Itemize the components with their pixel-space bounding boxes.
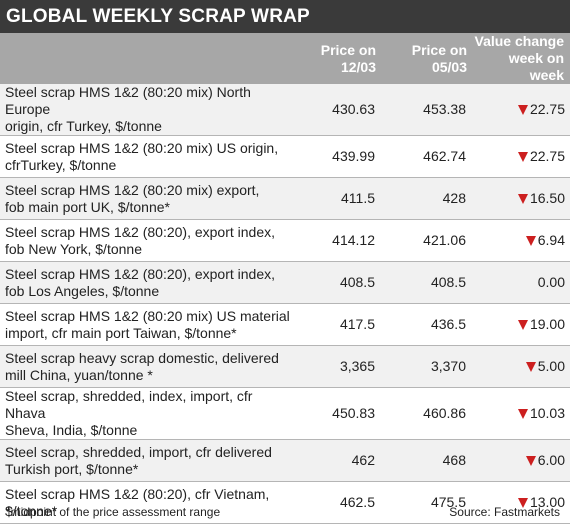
- change-value: 10.03: [529, 405, 565, 421]
- change-value: 0.00: [537, 274, 565, 290]
- row-price-1: 462.5: [296, 481, 382, 524]
- change-value: 13.00: [529, 494, 565, 510]
- row-price-2: 453.38: [382, 84, 473, 136]
- down-triangle-icon: [525, 362, 536, 372]
- table-title: GLOBAL WEEKLY SCRAP WRAP: [0, 0, 570, 33]
- down-triangle-icon: [517, 105, 528, 115]
- table-row: Steel scrap HMS 1&2 (80:20 mix) North Eu…: [0, 84, 570, 136]
- row-description: Steel scrap HMS 1&2 (80:20 mix) US origi…: [0, 135, 296, 178]
- change-value: 16.50: [529, 190, 565, 206]
- header-change: Value change week on week: [473, 33, 570, 84]
- row-description: Steel scrap HMS 1&2 (80:20 mix) North Eu…: [0, 84, 296, 136]
- table-row: Steel scrap, shredded, index, import, cf…: [0, 387, 570, 440]
- footnote: *midpoint of the price assessment range: [6, 505, 221, 519]
- row-price-1: 3,365: [296, 345, 382, 388]
- row-price-1: 408.5: [296, 261, 382, 304]
- table-body: Steel scrap HMS 1&2 (80:20 mix) North Eu…: [0, 84, 570, 524]
- footer: *midpoint of the price assessment range …: [0, 500, 570, 527]
- row-change: 13.00: [473, 481, 570, 524]
- row-change: 6.00: [473, 439, 570, 482]
- down-triangle-icon: [517, 409, 528, 419]
- row-price-2: 462.74: [382, 135, 473, 178]
- row-price-1: 439.99: [296, 135, 382, 178]
- row-description: Steel scrap heavy scrap domestic, delive…: [0, 345, 296, 388]
- row-change: 10.03: [473, 387, 570, 440]
- row-price-1: 411.5: [296, 177, 382, 220]
- row-price-1: 462: [296, 439, 382, 482]
- table-row: Steel scrap, shredded, import, cfr deliv…: [0, 439, 570, 482]
- row-price-1: 414.12: [296, 219, 382, 262]
- row-price-1: 430.63: [296, 84, 382, 136]
- row-description: Steel scrap HMS 1&2 (80:20 mix) US mater…: [0, 303, 296, 346]
- row-price-2: 475.5: [382, 481, 473, 524]
- change-value: 5.00: [537, 358, 565, 374]
- change-value: 19.00: [529, 316, 565, 332]
- row-description: Steel scrap HMS 1&2 (80:20), cfr Vietnam…: [0, 481, 296, 524]
- source-credit: Source: Fastmarkets: [449, 505, 560, 519]
- row-price-2: 428: [382, 177, 473, 220]
- row-change: 19.00: [473, 303, 570, 346]
- row-price-2: 408.5: [382, 261, 473, 304]
- row-description: Steel scrap, shredded, import, cfr deliv…: [0, 439, 296, 482]
- row-price-2: 436.5: [382, 303, 473, 346]
- table-row: Steel scrap heavy scrap domestic, delive…: [0, 345, 570, 388]
- row-description: Steel scrap, shredded, index, import, cf…: [0, 387, 296, 440]
- row-price-2: 3,370: [382, 345, 473, 388]
- change-value: 22.75: [529, 148, 565, 164]
- table-row: Steel scrap HMS 1&2 (80:20), cfr Vietnam…: [0, 481, 570, 524]
- down-triangle-icon: [525, 456, 536, 466]
- header-price-1: Price on 12/03: [296, 33, 382, 84]
- down-triangle-icon: [517, 498, 528, 508]
- row-change: 22.75: [473, 84, 570, 136]
- change-value: 6.94: [537, 232, 565, 248]
- row-price-2: 468: [382, 439, 473, 482]
- row-change: 6.94: [473, 219, 570, 262]
- down-triangle-icon: [517, 194, 528, 204]
- table-row: Steel scrap HMS 1&2 (80:20), export inde…: [0, 261, 570, 304]
- down-triangle-icon: [525, 236, 536, 246]
- row-price-2: 421.06: [382, 219, 473, 262]
- row-change: 5.00: [473, 345, 570, 388]
- row-price-1: 417.5: [296, 303, 382, 346]
- header-row: Price on 12/03 Price on 05/03 Value chan…: [0, 33, 570, 84]
- down-triangle-icon: [517, 152, 528, 162]
- header-description: [0, 33, 296, 84]
- row-description: Steel scrap HMS 1&2 (80:20), export inde…: [0, 219, 296, 262]
- down-triangle-icon: [517, 320, 528, 330]
- price-table: Price on 12/03 Price on 05/03 Value chan…: [0, 33, 570, 524]
- table-row: Steel scrap HMS 1&2 (80:20 mix) US origi…: [0, 135, 570, 178]
- table-row: Steel scrap HMS 1&2 (80:20 mix) US mater…: [0, 303, 570, 346]
- row-description: Steel scrap HMS 1&2 (80:20 mix) export, f…: [0, 177, 296, 220]
- row-description: Steel scrap HMS 1&2 (80:20), export inde…: [0, 261, 296, 304]
- header-price-2: Price on 05/03: [382, 33, 473, 84]
- row-price-2: 460.86: [382, 387, 473, 440]
- row-change: 16.50: [473, 177, 570, 220]
- change-value: 22.75: [529, 101, 565, 117]
- change-value: 6.00: [537, 452, 565, 468]
- row-price-1: 450.83: [296, 387, 382, 440]
- table-row: Steel scrap HMS 1&2 (80:20), export inde…: [0, 219, 570, 262]
- row-change: 0.00: [473, 261, 570, 304]
- row-change: 22.75: [473, 135, 570, 178]
- table-row: Steel scrap HMS 1&2 (80:20 mix) export, f…: [0, 177, 570, 220]
